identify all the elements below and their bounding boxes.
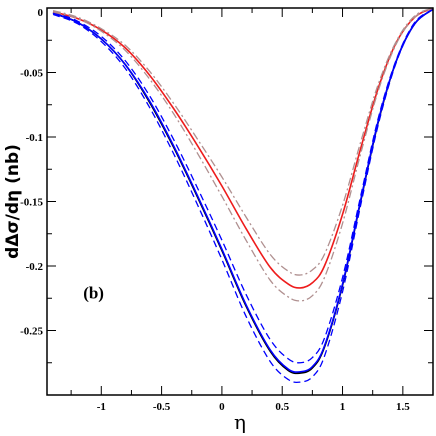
series-line-5 <box>52 7 434 289</box>
y-tick-label: 0 <box>38 7 44 19</box>
x-tick-label: -1 <box>97 401 106 413</box>
y-tick-label: -0.15 <box>20 197 43 209</box>
series-line-6 <box>52 7 434 302</box>
series-layer <box>52 7 434 384</box>
tick-labels: -1 -0.5 0 0.5 1 1.5 0 -0.05 -0.1 -0.15 -0.2 -0.25 <box>20 7 410 413</box>
series-line-3 <box>52 8 434 384</box>
series-line-2 <box>52 8 434 373</box>
series-line-4 <box>52 8 434 364</box>
y-axis-title: dΔσ/dη (nb) <box>3 144 23 259</box>
x-axis-title: η <box>234 410 246 434</box>
x-tick-label: -0.5 <box>153 401 171 413</box>
x-tick-label: 0 <box>219 401 225 413</box>
series-line-7 <box>52 7 434 276</box>
x-tick-label: 0.5 <box>275 401 289 413</box>
plot-frame <box>46 7 434 396</box>
panel-label: (b) <box>83 283 104 302</box>
series-line-1 <box>52 8 434 375</box>
y-tick-label: -0.1 <box>26 132 43 144</box>
x-tick-label: 1.5 <box>396 401 410 413</box>
y-tick-label: -0.2 <box>26 261 44 273</box>
x-tick-label: 1 <box>340 401 346 413</box>
axis-ticks <box>47 7 434 395</box>
y-tick-label: -0.25 <box>20 326 43 338</box>
y-tick-label: -0.05 <box>20 68 43 80</box>
